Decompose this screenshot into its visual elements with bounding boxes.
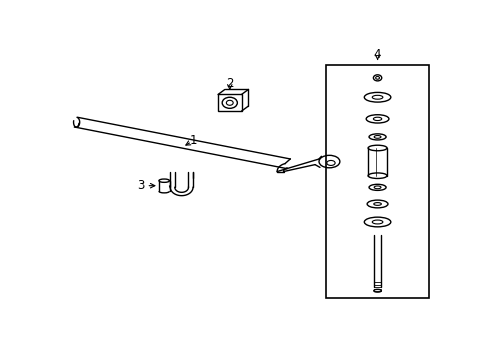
- Text: 4: 4: [373, 48, 381, 61]
- Bar: [326, 66, 428, 298]
- Bar: [218, 94, 241, 111]
- Text: 2: 2: [225, 77, 233, 90]
- Text: 1: 1: [190, 134, 197, 147]
- Text: 3: 3: [137, 179, 144, 192]
